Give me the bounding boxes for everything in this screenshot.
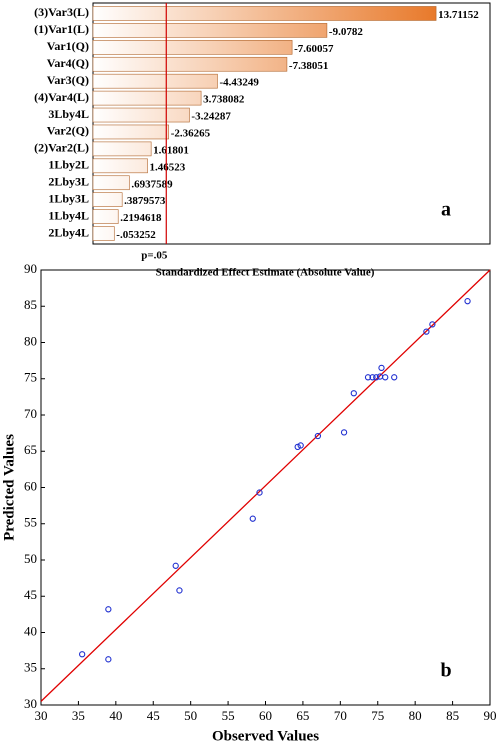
bar [92,107,190,123]
bar [92,56,288,72]
point [391,374,398,381]
value-label: -.053252 [116,229,156,241]
point [423,328,430,335]
y-tick-label: 60 [24,478,37,493]
category-label: Var4(Q) [47,56,89,70]
point [314,432,322,440]
category-label: (4)Var4(L) [34,90,89,104]
panel-label: b [440,660,451,682]
value-label: .3879573 [124,195,166,207]
x-tick-label: 45 [147,708,160,723]
y-tick-label: 70 [24,406,37,421]
point [172,562,179,569]
bar [92,209,119,224]
bar [92,158,148,174]
x-tick-label: 60 [259,708,272,723]
category-label: Var2(Q) [47,124,89,138]
value-label: 1.46523 [150,161,186,173]
point [340,429,348,436]
x-tick-label: 90 [484,708,496,723]
value-label: -4.43249 [219,77,259,89]
x-tick-label: 75 [371,708,384,723]
y-tick-label: 45 [24,587,37,602]
bar [92,6,437,21]
x-tick-label: 80 [409,708,422,723]
fit-line [40,269,491,702]
x-axis-title: Standardized Effect Estimate (Absolute V… [156,267,375,279]
reference-label: p=.05 [141,250,168,262]
point [464,298,471,305]
point [105,656,112,663]
category-label: (1)Var1(L) [34,22,89,36]
bar [92,175,130,191]
x-tick-label: 50 [184,708,197,723]
value-label: 1.61801 [153,144,189,156]
panel-label: a [441,199,451,221]
bar [92,73,218,89]
y-axis-title: Predicted Values [1,434,17,541]
x-tick-label: 65 [296,708,309,723]
point [79,651,86,658]
point [176,587,183,594]
plot-frame [92,2,491,245]
value-label: -7.38051 [289,60,328,72]
x-tick-label: 55 [222,708,235,723]
point [429,321,436,328]
x-tick-label: 70 [334,708,347,723]
value-label: .2194618 [120,212,162,224]
bar [92,226,115,241]
category-label: Var1(Q) [47,39,89,53]
y-tick-label: 75 [24,370,37,385]
category-label: 1Lby4L [48,208,89,222]
y-tick-label: 65 [24,442,37,457]
category-label: (2)Var2(L) [34,141,89,155]
x-tick-label: 35 [72,708,85,723]
category-label: 1Lby2L [48,158,89,172]
x-tick-label: 40 [109,708,122,723]
bar [92,40,293,55]
category-label: 1Lby3L [48,191,89,205]
bar [92,192,123,207]
value-label: -9.0782 [329,26,363,38]
point [369,374,376,381]
point [364,374,372,381]
y-tick-label: 50 [24,551,37,566]
value-label: 3.738082 [203,94,245,106]
category-label: 2Lby4L [48,225,89,239]
category-label: 2Lby3L [48,175,89,189]
y-tick-label: 30 [24,696,37,711]
y-tick-label: 40 [24,623,37,638]
y-tick-label: 35 [24,660,37,675]
value-label: .6937589 [131,178,173,190]
point [373,374,380,381]
point [294,443,301,451]
value-label: -2.36265 [171,127,211,139]
value-label: 13.71152 [438,9,479,21]
y-tick-label: 55 [24,515,37,530]
bar [92,23,328,38]
y-tick-label: 90 [24,261,37,276]
category-label: Var3(Q) [47,73,89,87]
x-tick-label: 85 [446,708,459,723]
point [382,374,389,381]
value-label: -7.60057 [294,43,334,55]
point [249,515,256,522]
value-label: -3.24287 [191,111,231,123]
point [378,364,385,372]
category-label: (3)Var3(L) [34,5,89,19]
bar [92,124,169,140]
y-tick-label: 85 [24,297,37,312]
x-axis-title: Observed Values [212,728,319,744]
point [105,606,112,613]
point [256,489,263,496]
bar [92,141,152,157]
y-tick-label: 80 [24,333,37,348]
x-tick-label: 30 [35,708,48,723]
point [297,442,304,449]
bar [92,90,202,106]
category-label: 3Lby4L [48,107,89,121]
point [350,390,357,397]
